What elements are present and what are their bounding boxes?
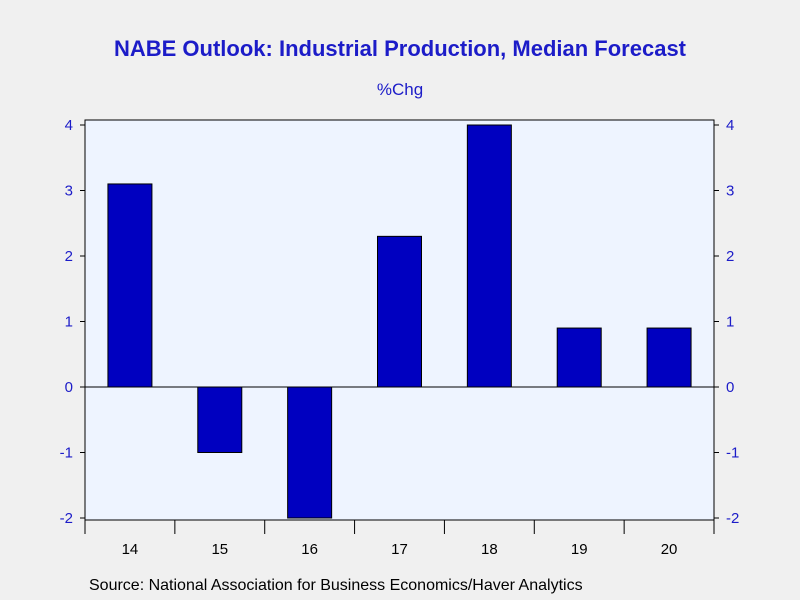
x-tick-label: 16 [301,541,318,558]
y-tick-label-left: 0 [65,379,73,396]
chart-source: Source: National Association for Busines… [89,577,583,594]
x-tick-label: 14 [122,541,139,558]
y-tick-label-right: 4 [726,117,734,134]
y-tick-label-left: 2 [65,248,73,265]
chart-title: NABE Outlook: Industrial Production, Med… [113,36,687,61]
bar-18 [466,124,512,388]
y-tick-label-right: -1 [726,445,739,462]
y-tick-label-right: 3 [726,183,734,200]
bar-17 [377,235,422,388]
bar-20 [646,327,692,388]
y-tick-label-right: 2 [726,248,734,265]
y-tick-label-right: 1 [726,314,734,331]
x-tick-label: 20 [661,541,678,558]
left-axis: 4 3 2 1 0 -1 -2 [60,117,85,527]
x-axis: 14 15 16 17 18 19 20 [84,520,715,558]
bar-15 [197,386,243,453]
bar-19 [556,327,602,388]
plot-frame [84,119,715,521]
y-tick-label-left: -2 [60,510,73,527]
right-axis: 4 3 2 1 0 -1 -2 [714,117,739,527]
x-tick-label: 15 [211,541,228,558]
chart-subtitle: %Chg [376,80,424,99]
bar-16 [287,386,333,519]
y-tick-label-left: 3 [65,183,73,200]
y-tick-label-left: 1 [65,314,73,331]
y-tick-label-right: 0 [726,379,734,396]
x-tick-label: 18 [481,541,498,558]
x-tick-label: 19 [571,541,588,558]
bars-group [107,124,692,519]
bar-14 [107,183,153,388]
y-tick-label-right: -2 [726,510,739,527]
y-tick-label-left: -1 [60,445,73,462]
x-tick-label: 17 [391,541,408,558]
y-tick-label-left: 4 [65,117,73,134]
